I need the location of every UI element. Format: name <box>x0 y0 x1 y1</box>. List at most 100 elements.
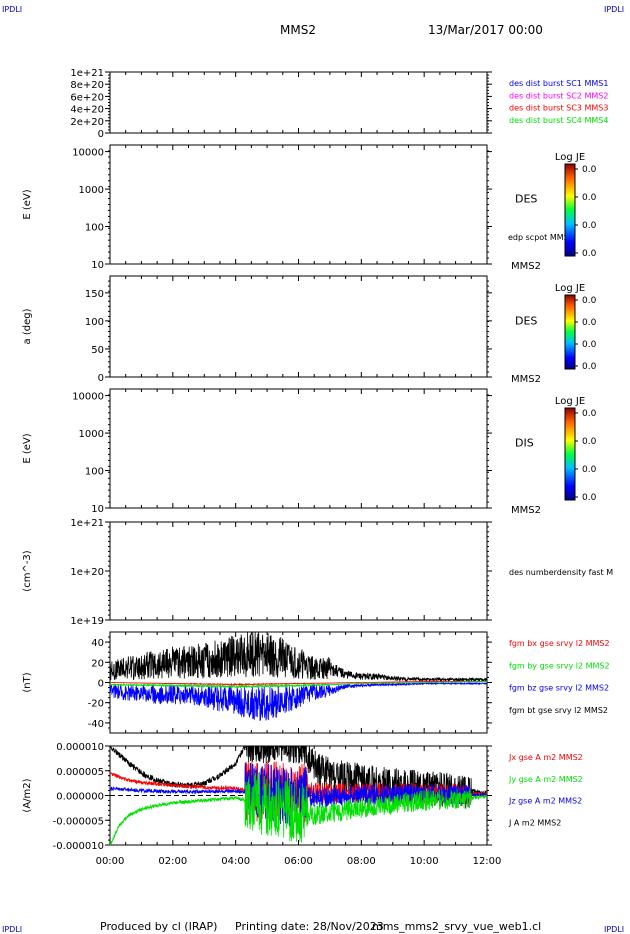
colorbar-tick-label: 0.0 <box>582 493 597 503</box>
legend-entry: fgm bz gse srvy l2 MMS2 <box>509 684 609 693</box>
y-tick-label: 10000 <box>72 148 104 159</box>
y-axis-label: (A/m2) <box>22 778 33 812</box>
y-tick-label: 50 <box>91 345 104 356</box>
instrument-label: DIS <box>515 437 534 450</box>
colorbar-tick-label: 0.0 <box>582 362 597 372</box>
y-axis-label: E (eV) <box>22 433 33 463</box>
footer-produced-by: Produced by cl (IRAP) <box>100 920 217 933</box>
series-line-3 <box>110 772 487 845</box>
y-tick-label: -40 <box>88 719 104 730</box>
y-tick-label: 1e+21 <box>70 518 104 529</box>
mission-title: MMS2 <box>280 23 316 37</box>
y-axis-label: (nT) <box>22 672 33 692</box>
y-tick-label: 0 <box>98 129 104 140</box>
y-tick-label: 1e+20 <box>70 567 104 578</box>
colorbar <box>564 163 576 257</box>
y-tick-label: 8e+20 <box>70 80 104 91</box>
x-tick-label: 02:00 <box>158 856 187 867</box>
y-tick-label: 6e+20 <box>70 92 104 103</box>
x-tick-label: 10:00 <box>410 856 439 867</box>
series-line-0 <box>110 746 487 809</box>
corner-label-top-left: IPDLI <box>2 5 22 14</box>
x-tick-label: 06:00 <box>284 856 313 867</box>
legend-entry: des dist burst SC3 MMS3 <box>509 104 608 113</box>
y-tick-label: 150 <box>85 289 104 300</box>
y-tick-label: 1e+19 <box>70 616 104 627</box>
y-tick-label: 2e+20 <box>70 117 104 128</box>
panel-frame-p5 <box>109 521 488 621</box>
colorbar-tick-label: 0.0 <box>582 249 597 259</box>
colorbar-tick-label: 0.0 <box>582 465 597 475</box>
y-tick-label: -0.000005 <box>53 816 104 827</box>
footer-file-name: mms_mms2_srvy_vue_web1.cl <box>372 920 541 933</box>
y-tick-label: 10000 <box>72 392 104 403</box>
y-tick-label: 1e+21 <box>70 68 104 79</box>
y-tick-label: 1000 <box>79 429 104 440</box>
legend-entry: fgm bt gse srvy l2 MMS2 <box>509 706 608 715</box>
y-tick-label: 0.000000 <box>56 792 104 803</box>
y-axis-label: (cm^-3) <box>22 550 33 591</box>
y-tick-label: 1000 <box>79 185 104 196</box>
overlay-label: edp scpot MMS2 <box>508 233 574 242</box>
colorbar <box>564 407 576 501</box>
legend-entry: Jx gse A m2 MMS2 <box>508 753 583 762</box>
colorbar-title: Log JE <box>555 152 585 163</box>
colorbar-tick-label: 0.0 <box>582 340 597 350</box>
corner-label-top-right: IPDLI <box>604 5 624 14</box>
y-tick-label: 40 <box>91 638 104 649</box>
legend-entry: des dist burst SC2 MMS2 <box>509 91 608 100</box>
panel-frame-p1 <box>109 71 488 134</box>
footer-printing-date: Printing date: 28/Nov/2023 <box>235 920 384 933</box>
legend-entry: J A m2 MMS2 <box>508 818 561 827</box>
x-tick-label: 08:00 <box>347 856 376 867</box>
colorbar-tick-label: 0.0 <box>582 409 597 419</box>
colorbar-tick-label: 0.0 <box>582 165 597 175</box>
colorbar-tick-label: 0.0 <box>582 221 597 231</box>
legend-entry: des numberdensity fast M <box>509 568 613 577</box>
colorbar-title: Log JE <box>555 396 585 407</box>
series-line-1 <box>110 681 487 721</box>
x-tick-label: 12:00 <box>473 856 502 867</box>
y-tick-label: 10 <box>91 260 104 271</box>
y-tick-label: -20 <box>88 699 104 710</box>
panel-frame-p2 <box>109 144 488 265</box>
colorbar-tick-label: 0.0 <box>582 318 597 328</box>
legend-entry: des dist burst SC1 MMS1 <box>509 79 608 88</box>
y-tick-label: 0 <box>98 373 104 384</box>
corner-label-bottom-right: IPDLI <box>604 925 624 934</box>
y-tick-label: -0.000010 <box>53 841 104 852</box>
spacecraft-label: MMS2 <box>511 374 541 385</box>
panel-frame-p4 <box>109 388 488 509</box>
series-line-0 <box>110 632 487 683</box>
y-tick-label: 100 <box>85 223 104 234</box>
colorbar-title: Log JE <box>555 283 585 294</box>
panel-frame-p3 <box>109 275 488 378</box>
y-tick-label: 0.000005 <box>56 767 104 778</box>
colorbar <box>564 294 576 370</box>
y-axis-label: a (deg) <box>22 308 33 344</box>
series-line-2 <box>110 680 487 687</box>
series-group <box>110 632 487 721</box>
spacecraft-label: MMS2 <box>511 261 541 272</box>
legend-entry: Jy gse A m2 MMS2 <box>508 775 583 784</box>
series-group <box>110 746 487 845</box>
y-tick-label: 20 <box>91 658 104 669</box>
corner-label-bottom-left: IPDLI <box>2 925 22 934</box>
y-axis-label: E (eV) <box>22 189 33 219</box>
colorbar-tick-label: 0.0 <box>582 193 597 203</box>
y-tick-label: 100 <box>85 317 104 328</box>
y-tick-label: 0.000010 <box>56 742 104 753</box>
date-time-title: 13/Mar/2017 00:00 <box>428 23 543 37</box>
legend-entry: fgm bx gse srvy l2 MMS2 <box>509 639 610 648</box>
y-tick-label: 4e+20 <box>70 105 104 116</box>
y-tick-label: 0 <box>98 679 104 690</box>
series-line-3 <box>110 680 487 689</box>
x-tick-label: 04:00 <box>221 856 250 867</box>
y-tick-label: 10 <box>91 504 104 515</box>
legend-entry: des dist burst SC4 MMS4 <box>509 116 608 125</box>
y-tick-label: 100 <box>85 467 104 478</box>
colorbar-tick-label: 0.0 <box>582 437 597 447</box>
instrument-label: DES <box>515 315 537 328</box>
legend-entry: fgm by gse srvy l2 MMS2 <box>509 661 610 670</box>
